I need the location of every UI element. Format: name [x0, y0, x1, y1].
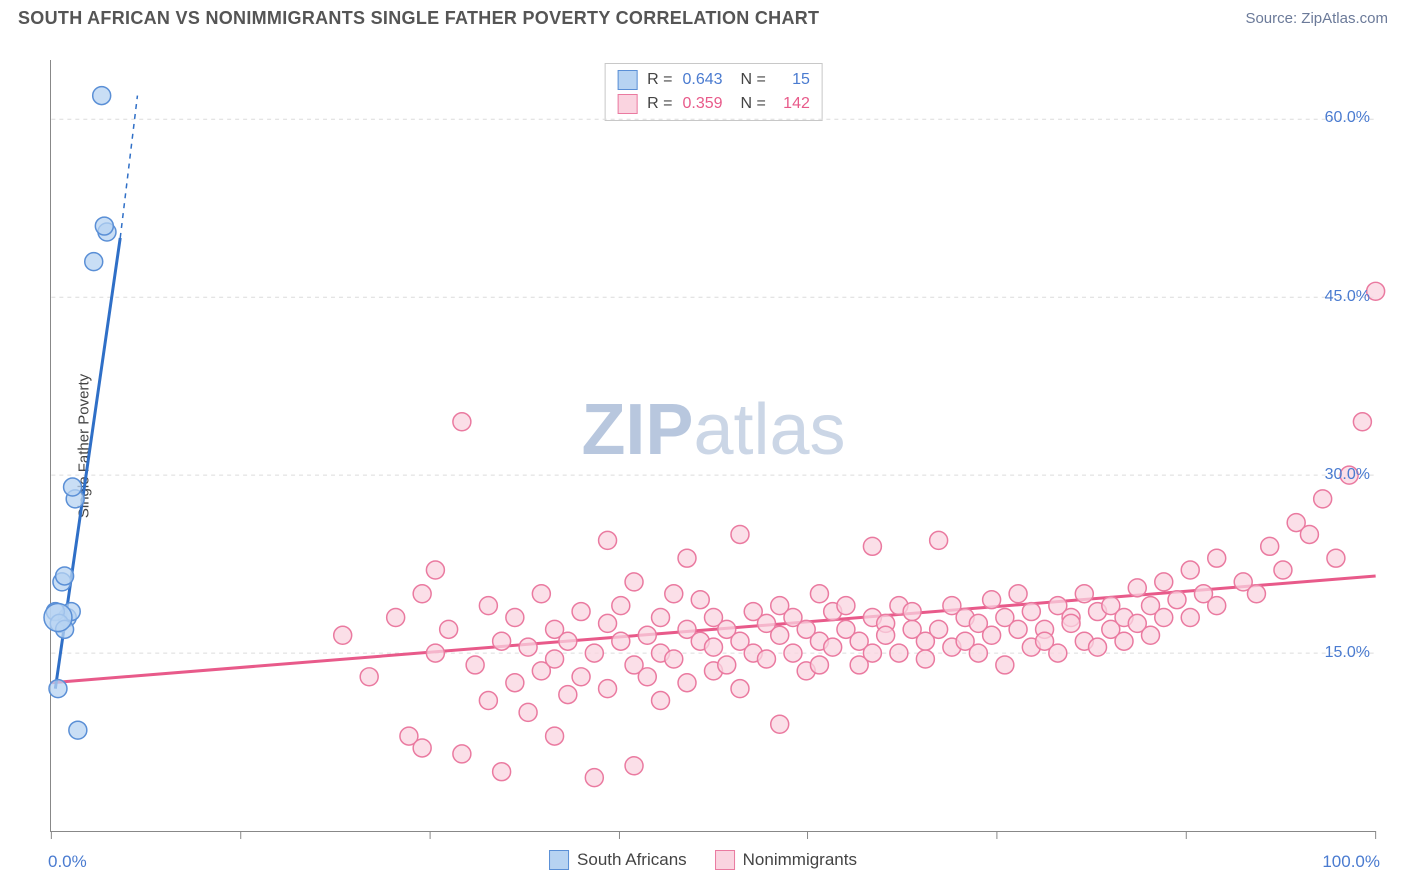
source-attribution: Source: ZipAtlas.com: [1245, 10, 1388, 27]
y-tick-label: 30.0%: [1325, 466, 1370, 484]
chart-header: SOUTH AFRICAN VS NONIMMIGRANTS SINGLE FA…: [0, 0, 1406, 33]
series-legend: South Africans Nonimmigrants: [549, 850, 857, 870]
legend-label-sa: South Africans: [577, 850, 687, 870]
x-axis-min-label: 0.0%: [48, 852, 87, 872]
legend-swatch-sa: [549, 850, 569, 870]
y-tick-label: 45.0%: [1325, 288, 1370, 306]
chart-title: SOUTH AFRICAN VS NONIMMIGRANTS SINGLE FA…: [18, 8, 819, 29]
scatter-svg: [51, 60, 1376, 831]
legend-swatch-ni: [715, 850, 735, 870]
legend-item-ni: Nonimmigrants: [715, 850, 857, 870]
legend-label-ni: Nonimmigrants: [743, 850, 857, 870]
y-tick-label: 15.0%: [1325, 644, 1370, 662]
x-axis-max-label: 100.0%: [1322, 852, 1380, 872]
legend-item-sa: South Africans: [549, 850, 687, 870]
plot-area: ZIPatlas R = 0.643 N = 15 R = 0.359 N = …: [50, 60, 1376, 832]
y-tick-label: 60.0%: [1325, 109, 1370, 127]
